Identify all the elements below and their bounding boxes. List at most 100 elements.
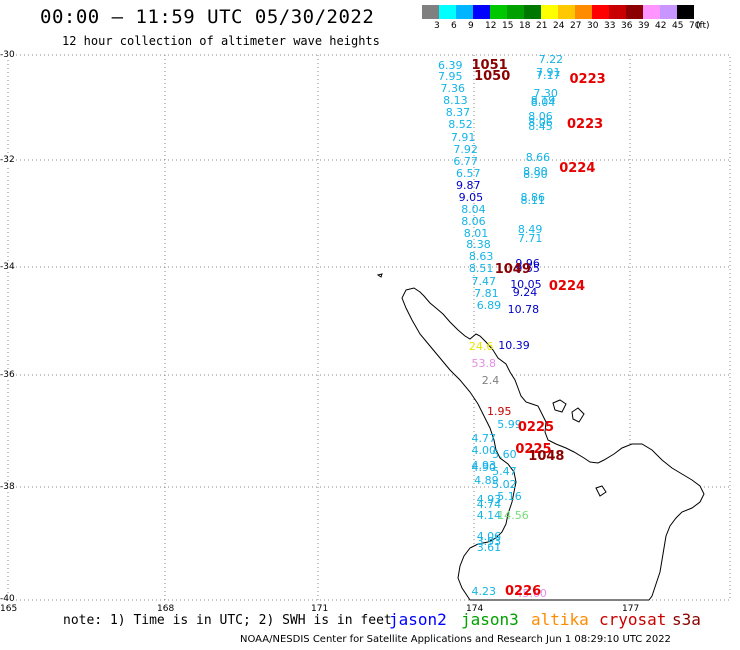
- scale-swatch: [439, 5, 456, 19]
- scale-label: 21: [536, 21, 548, 31]
- lat-label: -40: [0, 594, 15, 604]
- wave-height-reading: 4.93: [476, 493, 502, 507]
- wave-height-reading: 8.01: [463, 226, 489, 240]
- scale-label: 27: [570, 21, 582, 31]
- scale-label: 12: [485, 21, 497, 31]
- wave-height-reading: 4.14: [476, 508, 502, 522]
- coastline-new-zealand-north-island: [376, 273, 705, 601]
- legend-jason2: jason2: [389, 610, 447, 629]
- pass-time-label: 1050: [474, 69, 511, 85]
- lat-label: -38: [0, 482, 15, 492]
- wave-height-reading: 4.74: [476, 497, 502, 511]
- scale-swatch: [490, 5, 507, 19]
- footnote: note: 1) Time is in UTC; 2) SWH is in fe…: [63, 613, 392, 628]
- wave-height-reading: 7.81: [474, 287, 499, 301]
- lat-label: -30: [0, 50, 15, 60]
- legend-cryosat: cryosat: [599, 610, 667, 629]
- pass-time-label: 0224: [559, 161, 596, 177]
- wave-height-reading: 3.93: [476, 534, 502, 548]
- wave-height-reading: 5.99: [497, 417, 522, 431]
- wave-height-reading: 6.57: [456, 166, 481, 180]
- chart-subtitle: 12 hour collection of altimeter wave hei…: [62, 34, 380, 48]
- wave-height-reading: 24.6: [468, 340, 494, 354]
- wave-height-reading: 8.06: [528, 115, 553, 129]
- wave-height-reading: 8.86: [520, 190, 546, 204]
- pass-time-label: 0225: [515, 442, 552, 458]
- scale-label: 15: [502, 21, 514, 31]
- wave-height-reading: 9.55: [515, 262, 540, 276]
- wave-height-reading: 7.30: [533, 86, 558, 100]
- scale-label: 3: [434, 21, 440, 31]
- pass-time-label: 0225: [517, 419, 555, 435]
- scale-swatch: [677, 5, 694, 19]
- wave-height-reading: 4.06: [476, 530, 502, 544]
- wave-height-reading: 7.95: [438, 70, 463, 84]
- legend-s3a: s3a: [672, 610, 701, 629]
- wave-height-reading: 8.04: [530, 96, 556, 110]
- wave-height-reading: 9.96: [515, 256, 540, 270]
- scale-swatch: [660, 5, 677, 19]
- wave-height-reading: 9.87: [456, 178, 481, 192]
- wave-height-reading: 8.90: [523, 167, 548, 181]
- wave-height-reading: 8.38: [466, 238, 491, 252]
- scale-label: 70: [689, 21, 701, 31]
- scale-swatch: [473, 5, 490, 19]
- scale-label: 9: [468, 21, 474, 31]
- wave-height-reading: 7.71: [517, 231, 543, 245]
- wave-height-reading: 8.11: [520, 194, 546, 207]
- wave-height-reading: 10.39: [498, 339, 530, 353]
- pass-time-label: 1051: [471, 58, 508, 74]
- lon-label: 171: [311, 604, 329, 614]
- scale-label: 24: [553, 21, 565, 31]
- wave-height-reading: 4.93: [471, 458, 497, 472]
- wave-height-reading: 5.16: [497, 490, 522, 504]
- wave-height-reading: 1.95: [487, 404, 512, 418]
- wave-height-reading: 2.4: [481, 374, 500, 388]
- scale-swatch: [643, 5, 660, 19]
- wave-height-reading: 10.05: [510, 277, 542, 291]
- wave-height-reading: 7.47: [471, 275, 497, 289]
- wave-height-reading: 8.63: [468, 250, 494, 264]
- scale-swatch: [558, 5, 575, 19]
- scale-label: 45: [672, 21, 684, 31]
- scale-label: 39: [638, 21, 650, 31]
- wave-height-reading: 8.06: [461, 214, 486, 228]
- wave-height-reading: 9.24: [512, 286, 538, 300]
- wave-height-reading: 10.78: [507, 302, 540, 316]
- wave-height-reading: 14.56: [497, 508, 529, 522]
- lat-label: -34: [0, 262, 15, 272]
- scale-label: 6: [451, 21, 457, 31]
- wave-height-reading: 8.52: [448, 118, 473, 131]
- wave-height-reading: 9.05: [458, 190, 484, 204]
- lon-label: 177: [622, 604, 640, 614]
- graticule: [8, 55, 730, 600]
- wave-height-reading: 6.89: [476, 299, 502, 313]
- wave-height-reading: 8.19: [530, 94, 556, 108]
- wave-height-reading: 8.13: [443, 94, 468, 108]
- pass-time-label: 1049: [494, 262, 531, 278]
- scale-label: 42: [655, 21, 667, 31]
- scale-label: 36: [621, 21, 633, 31]
- wave-height-reading: 8.45: [528, 120, 553, 134]
- pass-time-label: 1048: [528, 448, 565, 464]
- scale-swatch: [422, 5, 439, 19]
- wave-height-reading: 6.39: [438, 59, 463, 73]
- wave-height-reading: 7.36: [440, 82, 466, 96]
- scale-swatch: [524, 5, 541, 19]
- wave-height-reading: 7.22: [538, 52, 564, 66]
- wave-height-reading: 7.92: [453, 143, 478, 156]
- lon-label: 174: [466, 604, 484, 614]
- pass-time-label: 0224: [548, 278, 586, 294]
- wave-height-reading: 7.17: [536, 69, 561, 83]
- scale-swatch: [541, 5, 558, 19]
- wave-height-reading: 8.49: [517, 223, 543, 237]
- wave-height-reading: 4.90: [471, 460, 497, 474]
- scale-swatch: [609, 5, 626, 19]
- legend-jason3: jason3: [461, 610, 519, 629]
- wave-height-reading: 7.91: [536, 65, 561, 79]
- wave-height-reading: 5.47: [492, 465, 517, 479]
- wave-height-reading: 45.60: [515, 586, 547, 600]
- scale-unit: (ft): [696, 21, 710, 31]
- wave-height-reading: 4.23: [471, 584, 497, 598]
